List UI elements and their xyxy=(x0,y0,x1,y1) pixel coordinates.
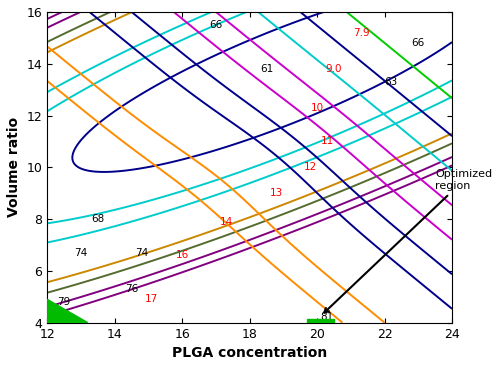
Text: 10: 10 xyxy=(310,103,324,113)
Text: 14: 14 xyxy=(220,217,232,227)
X-axis label: PLGA concentration: PLGA concentration xyxy=(172,346,328,360)
Text: 11: 11 xyxy=(320,137,334,146)
Text: Optimized
region: Optimized region xyxy=(324,170,492,313)
Polygon shape xyxy=(307,319,334,323)
Text: 9.0: 9.0 xyxy=(326,64,342,74)
Text: 7.9: 7.9 xyxy=(352,28,370,38)
Text: 63: 63 xyxy=(384,77,398,87)
Text: 12: 12 xyxy=(304,162,317,172)
Y-axis label: Volume ratio: Volume ratio xyxy=(7,117,21,217)
Text: 17: 17 xyxy=(145,294,158,304)
Text: 76: 76 xyxy=(125,284,138,294)
Polygon shape xyxy=(47,299,88,323)
Text: 13: 13 xyxy=(270,188,283,198)
Text: 16: 16 xyxy=(176,250,189,260)
Text: 81: 81 xyxy=(58,312,70,323)
Text: 81: 81 xyxy=(320,312,334,323)
Text: 66: 66 xyxy=(210,20,222,30)
Text: 61: 61 xyxy=(260,64,273,74)
Text: 79: 79 xyxy=(58,297,70,307)
Text: 66: 66 xyxy=(412,38,425,48)
Text: 74: 74 xyxy=(74,248,88,258)
Text: 68: 68 xyxy=(91,214,104,224)
Text: 74: 74 xyxy=(135,248,148,258)
